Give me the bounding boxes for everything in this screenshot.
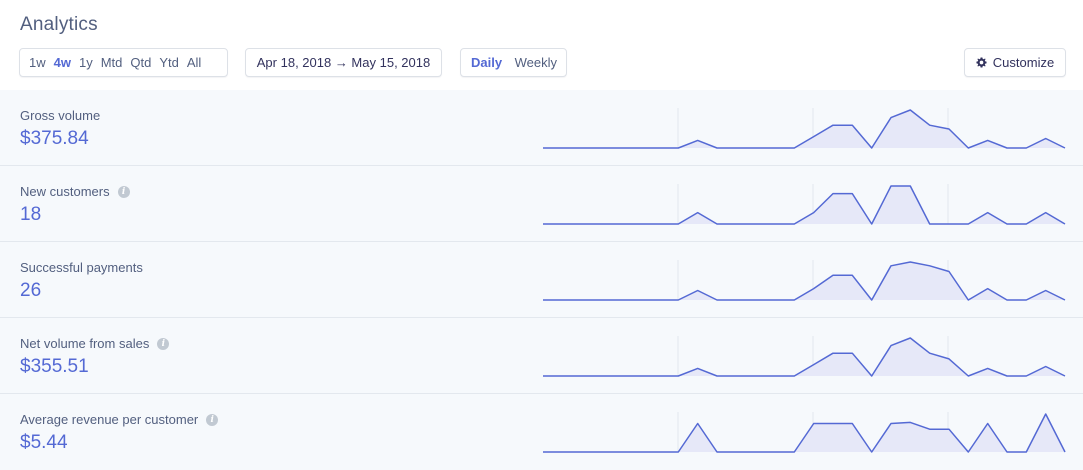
- info-icon[interactable]: i: [157, 337, 170, 350]
- sparkline-area: [543, 338, 1065, 376]
- interval-daily-button[interactable]: Daily: [471, 55, 503, 70]
- interval-weekly-button[interactable]: Weekly: [514, 55, 557, 70]
- analytics-header: Analytics 1w 4w 1y Mtd Qtd Ytd All Apr 1…: [0, 0, 1083, 90]
- metrics-list: Gross volume $375.84 New customers i 18 Succe…: [0, 90, 1083, 470]
- range-all-button[interactable]: All: [186, 55, 202, 70]
- sparkline-line: [543, 185, 1066, 225]
- page-title: Analytics: [20, 14, 98, 35]
- customize-button[interactable]: Customize: [964, 48, 1066, 77]
- gear-icon: [976, 57, 987, 68]
- metric-label: New customers i: [20, 184, 130, 199]
- sparkline-chart[interactable]: [543, 184, 1066, 226]
- sparkline-line: [543, 109, 1066, 149]
- interval-selector: Daily Weekly: [460, 48, 567, 77]
- info-icon[interactable]: i: [117, 185, 130, 198]
- metric-value: 26: [20, 280, 42, 301]
- metric-row[interactable]: Successful payments 26: [0, 242, 1083, 318]
- metric-label-text: Net volume from sales: [20, 336, 150, 351]
- metric-value: 18: [20, 204, 42, 225]
- sparkline-line: [543, 337, 1066, 377]
- date-range-picker[interactable]: Apr 18, 2018 → May 15, 2018: [245, 48, 442, 77]
- info-icon[interactable]: i: [206, 413, 219, 426]
- metric-label: Successful payments: [20, 260, 143, 275]
- metric-value: $5.44: [20, 432, 68, 453]
- range-1y-button[interactable]: 1y: [78, 55, 93, 70]
- metric-label: Average revenue per customer i: [20, 412, 219, 427]
- sparkline-line: [543, 261, 1066, 301]
- sparkline-area: [543, 262, 1065, 300]
- range-ytd-button[interactable]: Ytd: [159, 55, 179, 70]
- metric-row[interactable]: Average revenue per customer i $5.44: [0, 394, 1083, 470]
- sparkline-chart[interactable]: [543, 412, 1066, 454]
- sparkline-chart[interactable]: [543, 260, 1066, 302]
- metric-label-text: Successful payments: [20, 260, 143, 275]
- metric-label-text: New customers: [20, 184, 110, 199]
- sparkline-chart[interactable]: [543, 108, 1066, 150]
- sparkline-chart[interactable]: [543, 336, 1066, 378]
- sparkline-line: [543, 413, 1066, 453]
- sparkline-area: [543, 110, 1065, 148]
- metric-label: Gross volume: [20, 108, 100, 123]
- metric-value: $355.51: [20, 356, 89, 377]
- metric-row[interactable]: New customers i 18: [0, 166, 1083, 242]
- range-qtd-button[interactable]: Qtd: [130, 55, 152, 70]
- range-selector: 1w 4w 1y Mtd Qtd Ytd All: [19, 48, 228, 77]
- metric-label-text: Average revenue per customer: [20, 412, 199, 427]
- date-range-label: Apr 18, 2018 → May 15, 2018: [256, 55, 431, 70]
- range-1w-button[interactable]: 1w: [29, 55, 46, 70]
- metric-label: Net volume from sales i: [20, 336, 170, 351]
- metric-row[interactable]: Net volume from sales i $355.51: [0, 318, 1083, 394]
- customize-label: Customize: [992, 55, 1055, 70]
- range-mtd-button[interactable]: Mtd: [100, 55, 123, 70]
- metric-row[interactable]: Gross volume $375.84: [0, 90, 1083, 166]
- metric-value: $375.84: [20, 128, 89, 149]
- range-4w-button[interactable]: 4w: [53, 55, 71, 70]
- metric-label-text: Gross volume: [20, 108, 101, 123]
- sparkline-area: [543, 414, 1065, 452]
